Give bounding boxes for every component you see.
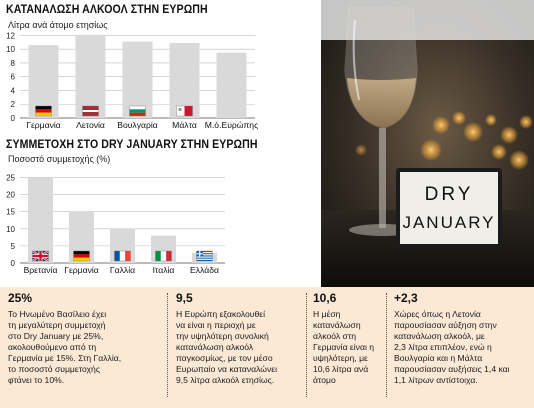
y-tick-label: 8 [11, 59, 16, 68]
fact-1: 25% Το Ηνωμένο Βασίλειο έχει τη μεγαλύτε… [8, 291, 158, 386]
chart-plot: 0 5 10 15 20 25 Βρετανία Γερμανία Γαλλία Ιταλία Ελ… [6, 173, 225, 275]
fact-4: +2,3 Χώρες όπως η Λετονία παρουσίασαν αύ… [394, 291, 532, 386]
category-label: Γερμανία [64, 265, 99, 275]
board-line-1: DRY [425, 184, 474, 205]
flag-de-icon [73, 250, 90, 262]
fact-2: 9,5 Η Ευρώπη εξακολουθεί να είναι η περι… [176, 291, 302, 386]
chart1-title: ΚΑΤΑΝΑΛΩΣΗ ΑΛΚΟΟΛ ΣΤΗΝ ΕΥΡΩΠΗ [6, 4, 208, 16]
y-tick-label: 12 [6, 31, 15, 40]
fact-3-number: 10,6 [313, 291, 337, 305]
category-label: Μάλτα [172, 120, 197, 130]
fact-2-text: Η Ευρώπη εξακολουθεί να είναι η περιοχή … [176, 309, 277, 385]
y-tick-label: 2 [11, 100, 16, 109]
flag-uk-icon [31, 250, 50, 262]
y-tick-label: 10 [6, 225, 15, 234]
category-label: Βουλγαρία [117, 120, 158, 130]
flag-de-icon [35, 105, 52, 117]
fact-1-text: Το Ηνωμένο Βασίλειο έχει τη μεγαλύτερη σ… [8, 309, 122, 385]
flag-gr-icon [196, 250, 213, 262]
bar-1 [28, 177, 53, 263]
separator [306, 293, 307, 397]
y-tick-label: 10 [6, 45, 15, 54]
y-tick-label: 15 [6, 208, 15, 217]
separator [167, 293, 168, 397]
flag-fr-icon [114, 250, 131, 262]
bar-3 [122, 41, 153, 118]
dry-january-board [400, 172, 498, 244]
chart2-subtitle: Ποσοστό συμμετοχής (%) [8, 154, 111, 164]
fact-4-text: Χώρες όπως η Λετονία παρουσίασαν αύξηση … [394, 309, 510, 385]
fact-4-number: +2,3 [394, 291, 418, 305]
bar-2 [75, 34, 106, 118]
category-label: Γερμανία [26, 120, 61, 130]
y-tick-label: 4 [11, 86, 16, 95]
category-label: Ελλάδα [190, 265, 219, 275]
flag-lv-icon [82, 105, 99, 117]
fact-3-text: Η μέση κατανάλωση αλκοόλ στη Γερμανία εί… [313, 309, 375, 385]
category-label: Βρετανία [24, 265, 58, 275]
category-label: Ιταλία [153, 265, 175, 275]
dry-january-chart: 0 5 10 15 20 25 Βρετανία Γερμανία Γαλλία Ιταλία Ελ… [6, 173, 225, 275]
category-label: Μ.ό.Ευρώπης [205, 120, 258, 130]
fact-2-number: 9,5 [176, 291, 193, 305]
facts-panel: 25% Το Ηνωμένο Βασίλειο έχει τη μεγαλύτε… [0, 287, 534, 408]
flag-mt-icon [176, 105, 193, 117]
chart1-subtitle: Λίτρα ανά άτομο ετησίως [8, 20, 108, 30]
y-tick-label: 20 [6, 191, 15, 200]
flag-bg-icon [129, 105, 146, 117]
bar-4 [169, 43, 200, 119]
y-tick-label: 5 [11, 242, 16, 251]
board-line-2: JANUARY [402, 213, 495, 232]
y-tick-label: 6 [11, 73, 16, 82]
y-tick-label: 25 [6, 173, 15, 182]
y-tick-label: 0 [11, 114, 16, 123]
category-label: Γαλλία [110, 265, 135, 275]
alcohol-consumption-chart: 0 2 4 6 8 10 12 Γερμανία Λετονία Βουλγαρία Μάλτα Μ.… [6, 31, 258, 130]
y-tick-label: 0 [11, 259, 16, 268]
fact-1-number: 25% [8, 291, 33, 305]
chart-plot: 0 2 4 6 8 10 12 Γερμανία Λετονία Βουλγαρία Μάλτα Μ.… [6, 31, 258, 130]
wine-glass-photo: DRY JANUARY [321, 0, 534, 287]
category-label: Λετονία [76, 120, 105, 130]
bar-5 [216, 52, 247, 118]
chart2-title: ΣΥΜΜΕΤΟΧΗ ΣΤΟ DRY JANUARY ΣΤΗΝ ΕΥΡΩΠΗ [6, 139, 258, 151]
separator [386, 293, 387, 397]
flag-it-icon [155, 250, 172, 262]
fact-3: 10,6 Η μέση κατανάλωση αλκοόλ στη Γερμαν… [313, 291, 383, 386]
